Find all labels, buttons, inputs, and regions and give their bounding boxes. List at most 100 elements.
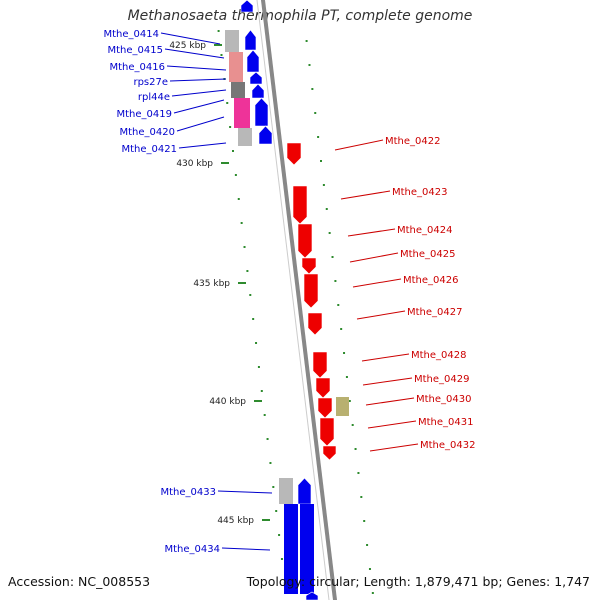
kbp-tick-label: 445 kbp xyxy=(217,516,254,526)
gene-leader-line xyxy=(365,397,415,406)
gene-block-dark xyxy=(231,82,245,98)
plus-gene-arrow xyxy=(312,351,328,379)
scale-dot xyxy=(351,424,354,426)
gene-label[interactable]: Mthe_0421 xyxy=(122,144,178,155)
scale-dot xyxy=(343,352,346,354)
backbone-line xyxy=(260,0,338,600)
scale-dot xyxy=(354,448,357,450)
gene-label[interactable]: Mthe_0423 xyxy=(392,187,448,198)
scale-dot xyxy=(328,232,331,234)
minus-gene-arrow xyxy=(297,477,312,505)
gene-label[interactable]: Mthe_0424 xyxy=(397,225,453,236)
gene-label[interactable]: rpl44e xyxy=(138,92,170,103)
gene-leader-line xyxy=(334,139,384,151)
scale-dot xyxy=(366,544,369,546)
scale-dot xyxy=(311,88,314,90)
gene-block-rrna xyxy=(229,52,243,82)
kbp-tick-label: 435 kbp xyxy=(193,279,230,289)
minus-gene-arrow xyxy=(249,71,263,85)
gene-label[interactable]: Mthe_0414 xyxy=(104,29,160,40)
scale-dot xyxy=(257,366,260,368)
minus-gene-arrow xyxy=(258,125,273,145)
gene-leader-line xyxy=(171,89,227,97)
gene-leader-line xyxy=(169,78,227,82)
kbp-tick-label: 430 kbp xyxy=(176,159,213,169)
plus-gene-arrow xyxy=(317,397,333,419)
gene-leader-line xyxy=(369,443,419,452)
gene-label[interactable]: Mthe_0433 xyxy=(161,487,217,498)
gene-leader-line xyxy=(362,377,413,386)
gene-label[interactable]: Mthe_0430 xyxy=(416,394,472,405)
scale-dot xyxy=(314,112,317,114)
gene-leader-line xyxy=(347,228,396,237)
gene-label[interactable]: Mthe_0432 xyxy=(420,440,476,451)
gene-label[interactable]: Mthe_0428 xyxy=(411,350,467,361)
gene-leader-line xyxy=(367,420,417,429)
scale-dot xyxy=(325,208,328,210)
scale-dot xyxy=(272,486,275,488)
gene-label[interactable]: rps27e xyxy=(133,77,168,88)
scale-dot xyxy=(275,510,278,512)
scale-dot xyxy=(340,328,343,330)
minus-gene-arrow xyxy=(246,49,260,73)
gene-label[interactable]: Mthe_0427 xyxy=(407,307,463,318)
gene-label[interactable]: Mthe_0422 xyxy=(385,136,441,147)
scale-dot xyxy=(280,558,283,560)
scale-dot xyxy=(263,414,266,416)
gene-leader-line xyxy=(356,310,406,320)
gene-leader-line xyxy=(178,142,227,149)
plus-gene-arrow xyxy=(322,445,337,461)
kbp-tick-mark xyxy=(238,282,246,284)
gene-block-trna xyxy=(234,98,250,128)
scale-dot xyxy=(246,270,249,272)
kbp-tick-label: 440 kbp xyxy=(209,397,246,407)
plus-gene-arrow xyxy=(286,142,302,166)
scale-dot xyxy=(320,160,322,162)
genome-backbone xyxy=(256,0,338,600)
plus-gene-arrow xyxy=(292,185,308,225)
gene-leader-line xyxy=(217,490,273,494)
scale-dot xyxy=(360,496,363,498)
gene-label[interactable]: Mthe_0416 xyxy=(110,62,166,73)
gene-label[interactable]: Mthe_0426 xyxy=(403,275,459,286)
gene-label[interactable]: Mthe_0431 xyxy=(418,417,474,428)
gene-leader-line xyxy=(340,190,391,200)
scale-dot xyxy=(305,40,308,42)
scale-dot xyxy=(226,102,229,104)
gene-label[interactable]: Mthe_0420 xyxy=(120,127,176,138)
gene-label[interactable]: Mthe_0425 xyxy=(400,249,456,260)
gene-label[interactable]: Mthe_0434 xyxy=(165,544,221,555)
plus-gene-arrow xyxy=(297,223,313,259)
map-title: Methanosaeta thermophila PT, complete ge… xyxy=(127,8,473,24)
kbp-tick-mark xyxy=(221,162,229,164)
scale-dot xyxy=(237,198,240,200)
scale-dot xyxy=(229,126,232,128)
gene-label[interactable]: Mthe_0415 xyxy=(108,45,164,56)
genome-summary: Topology: circular; Length: 1,879,471 bp… xyxy=(246,574,590,589)
minus-gene-arrow xyxy=(251,83,265,99)
scale-dot xyxy=(255,342,258,344)
gene-label[interactable]: Mthe_0419 xyxy=(117,109,173,120)
gene-leader-line xyxy=(349,252,399,263)
scale-dot xyxy=(331,256,334,258)
scale-dot xyxy=(322,184,325,186)
scale-dot xyxy=(234,174,237,176)
kbp-tick-mark xyxy=(254,400,262,402)
scale-dot xyxy=(249,294,252,296)
gene-leader-line xyxy=(361,353,410,362)
scale-dot xyxy=(363,520,366,522)
gene-leader-line xyxy=(166,65,227,71)
gene-leader-line xyxy=(173,99,225,114)
scale-dot xyxy=(334,280,337,282)
minus-gene-arrow xyxy=(244,29,257,51)
minus-gene-arrow xyxy=(254,97,269,127)
gene-label[interactable]: Mthe_0429 xyxy=(414,374,470,385)
gene-block-grey xyxy=(279,478,293,504)
scale-dot xyxy=(357,472,360,474)
scale-dot xyxy=(217,30,220,32)
scale-dot xyxy=(243,246,246,248)
gene-block-grey xyxy=(225,30,239,52)
scale-dot xyxy=(371,592,374,594)
gene-leader-line xyxy=(164,48,225,59)
minus-gene-block xyxy=(284,504,298,594)
